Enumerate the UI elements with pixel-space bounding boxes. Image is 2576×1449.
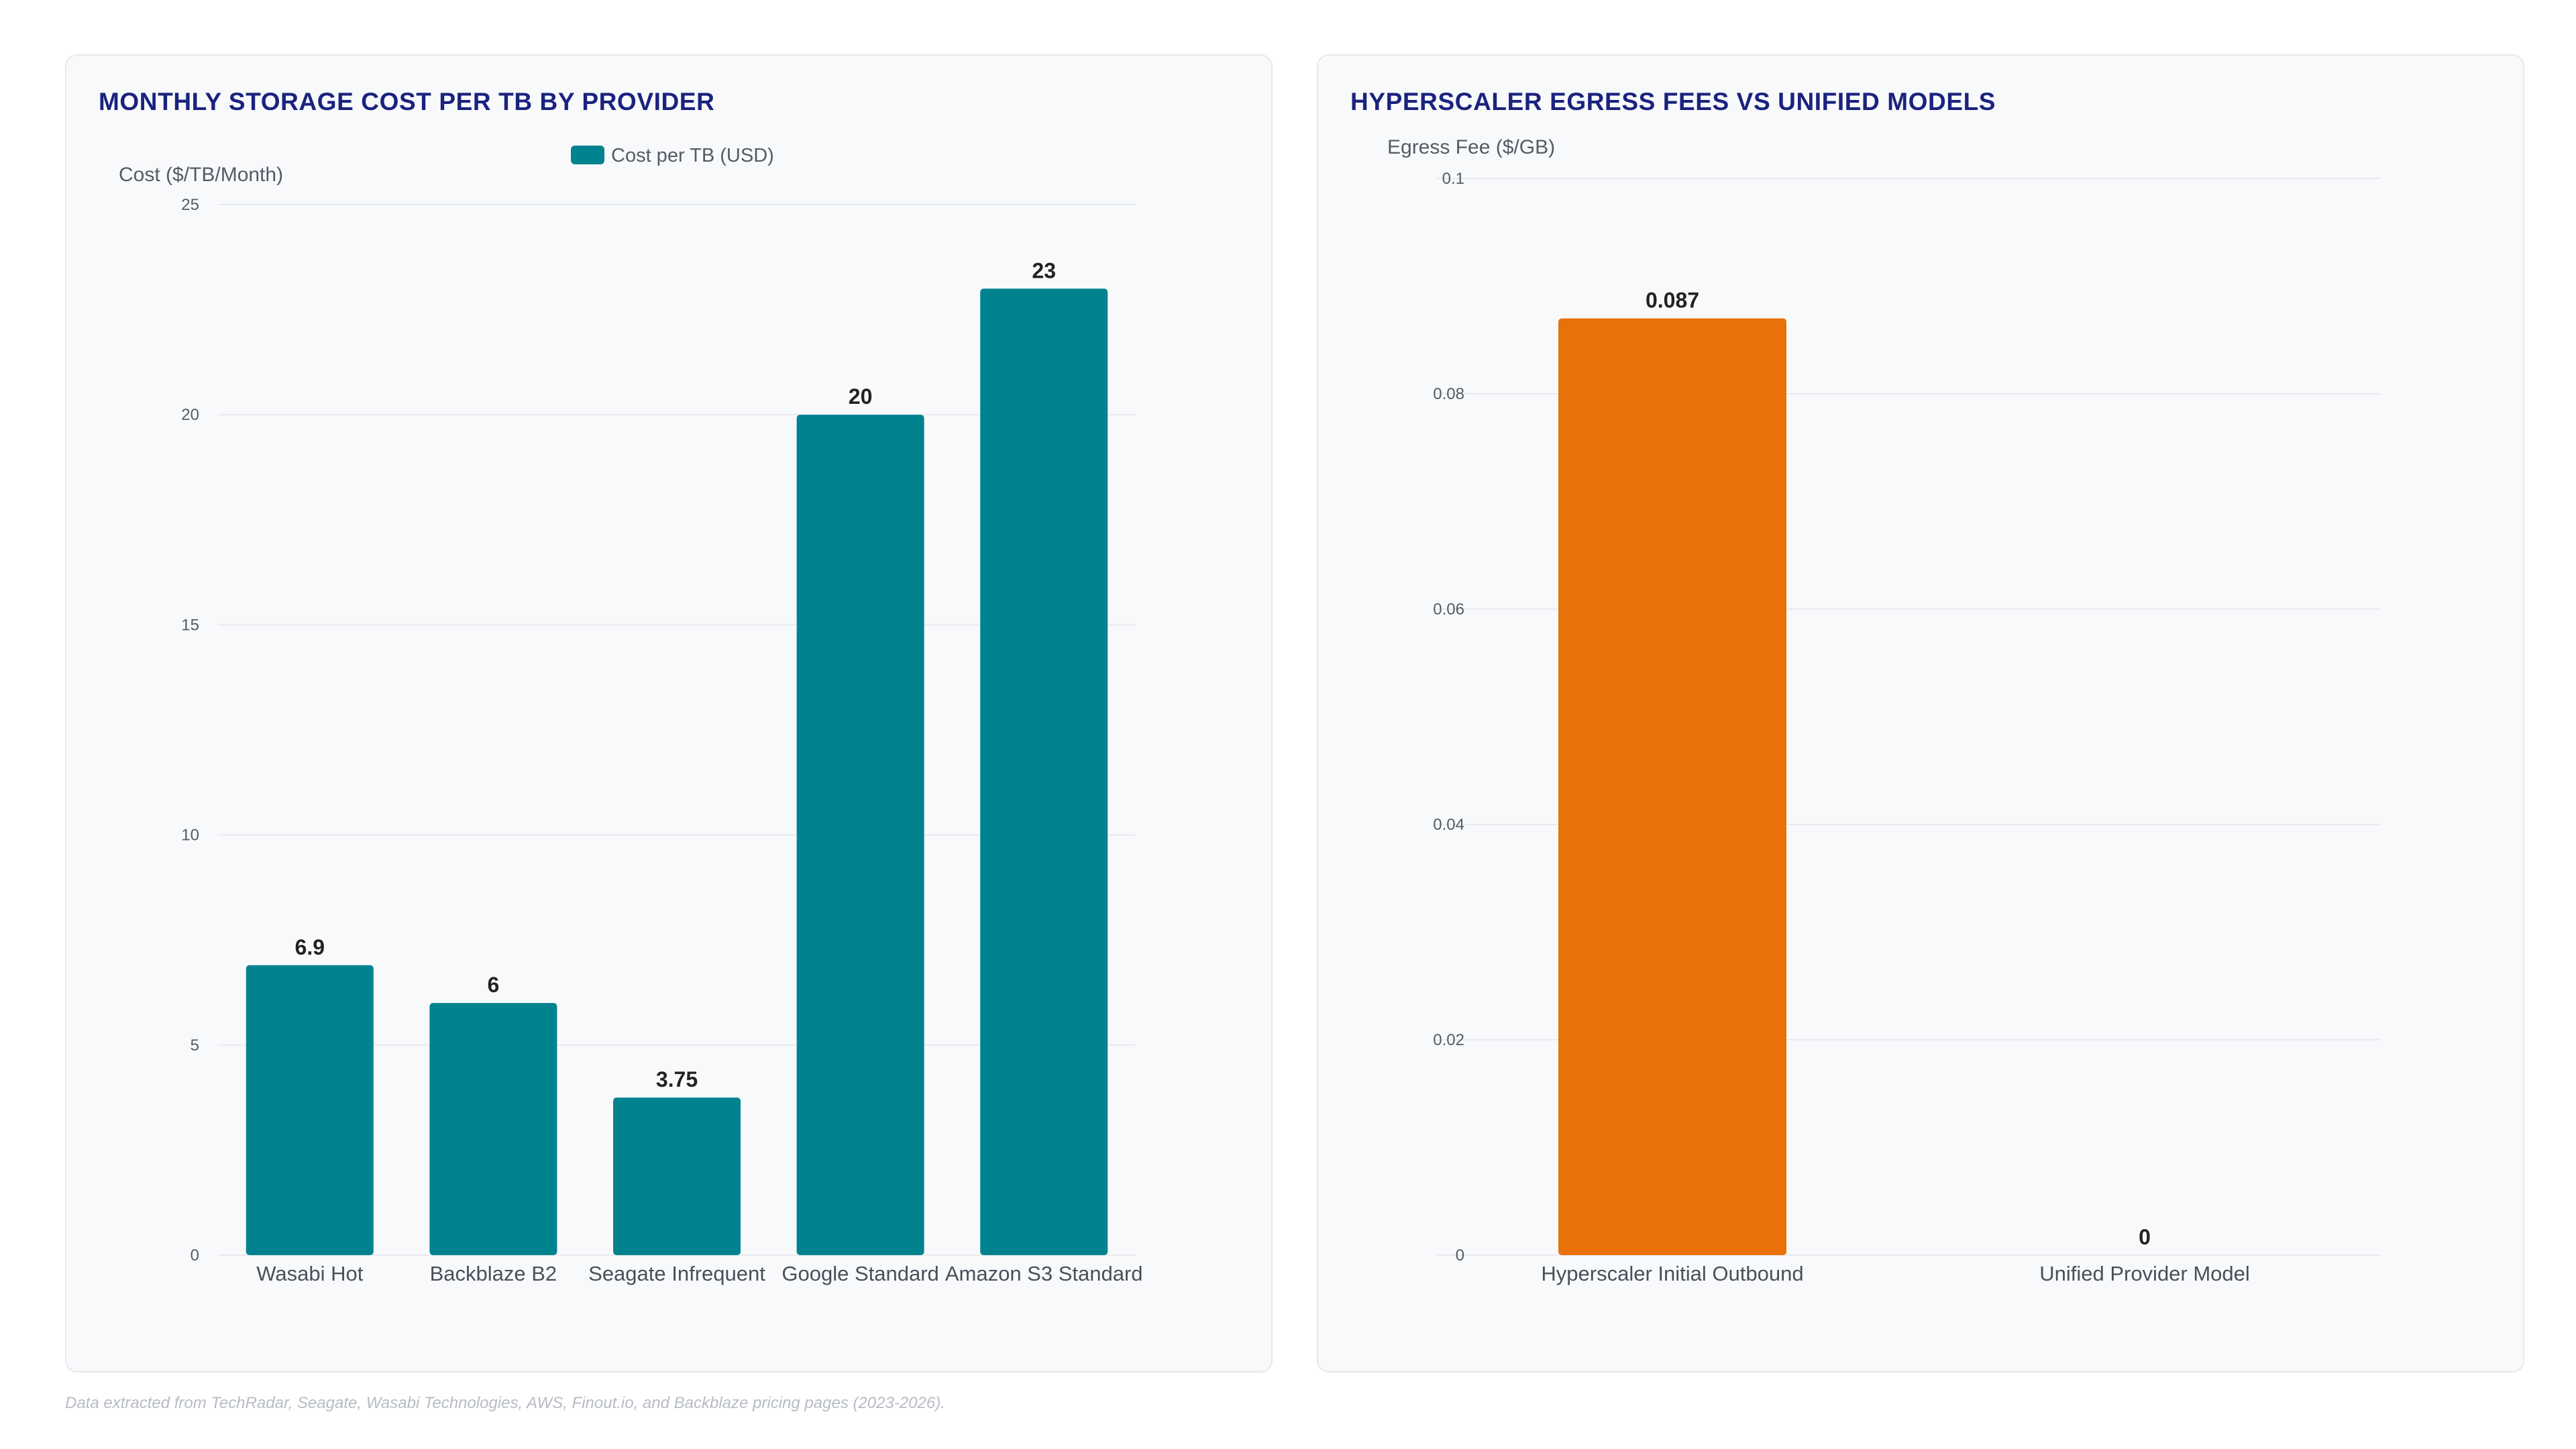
y-tick-label: 0.02 <box>1433 1031 1464 1049</box>
legend-label: Cost per TB (USD) <box>611 145 774 166</box>
y-tick-label: 0.1 <box>1442 170 1464 188</box>
storage-cost-chart-panel: MONTHLY STORAGE COST PER TB BY PROVIDER … <box>65 54 1273 1373</box>
y-tick-label: 0.04 <box>1433 816 1464 834</box>
data-label-google-standard: 20 <box>849 384 873 409</box>
bar-hyperscaler-initial-outbound <box>1558 318 1786 1255</box>
bar-backblaze-b2 <box>429 1003 557 1255</box>
y-tick-label: 10 <box>181 826 199 845</box>
legend-swatch <box>571 146 604 164</box>
y-tick-label: 15 <box>181 616 199 634</box>
y-tick-label: 0 <box>1456 1246 1464 1265</box>
data-label-seagate-infrequent: 3.75 <box>656 1067 698 1091</box>
storage-cost-chart-title: MONTHLY STORAGE COST PER TB BY PROVIDER <box>99 88 715 115</box>
y-tick-label: 0.08 <box>1433 385 1464 403</box>
x-tick-label-seagate-infrequent: Seagate Infrequent <box>588 1262 765 1285</box>
y-tick-label: 0.06 <box>1433 600 1464 619</box>
data-label-hyperscaler-initial-outbound: 0.087 <box>1646 288 1699 313</box>
data-source-footnote: Data extracted from TechRadar, Seagate, … <box>65 1394 945 1412</box>
y-tick-label: 25 <box>181 196 199 214</box>
x-tick-label-wasabi-hot: Wasabi Hot <box>256 1262 363 1285</box>
y-tick-label: 20 <box>181 406 199 424</box>
x-tick-label-unified-provider-model: Unified Provider Model <box>2039 1262 2250 1285</box>
bar-seagate-infrequent <box>613 1097 741 1255</box>
egress-fee-bar-chart: Egress Fee ($/GB) 0 0.02 0.04 0.06 0.08 0.1 0.0… <box>1387 136 2381 1285</box>
y-tick-label: 0 <box>191 1246 199 1265</box>
bar-wasabi-hot <box>246 965 374 1255</box>
egress-fee-chart-title: HYPERSCALER EGRESS FEES VS UNIFIED MODEL… <box>1350 88 1996 115</box>
data-label-backblaze-b2: 6 <box>488 973 500 997</box>
x-tick-label-hyperscaler-initial-outbound: Hyperscaler Initial Outbound <box>1541 1262 1803 1285</box>
bar-google-standard <box>796 415 924 1256</box>
y-axis-title: Egress Fee ($/GB) <box>1387 136 1555 158</box>
x-tick-label-backblaze-b2: Backblaze B2 <box>430 1262 557 1285</box>
y-tick-label: 5 <box>191 1036 199 1055</box>
bar-amazon-s3-standard <box>980 288 1108 1255</box>
data-label-wasabi-hot: 6.9 <box>295 935 325 959</box>
data-label-amazon-s3-standard: 23 <box>1032 258 1056 282</box>
egress-fee-chart-panel: HYPERSCALER EGRESS FEES VS UNIFIED MODEL… <box>1317 54 2524 1373</box>
x-tick-label-amazon-s3-standard: Amazon S3 Standard <box>945 1262 1143 1285</box>
y-axis-title: Cost ($/TB/Month) <box>119 164 283 186</box>
storage-cost-bar-chart: Cost ($/TB/Month) 0 5 10 15 20 25 6.9 Wasabi Hot… <box>119 145 1143 1285</box>
data-label-unified-provider-model: 0 <box>2139 1225 2151 1249</box>
x-tick-label-google-standard: Google Standard <box>782 1262 938 1285</box>
